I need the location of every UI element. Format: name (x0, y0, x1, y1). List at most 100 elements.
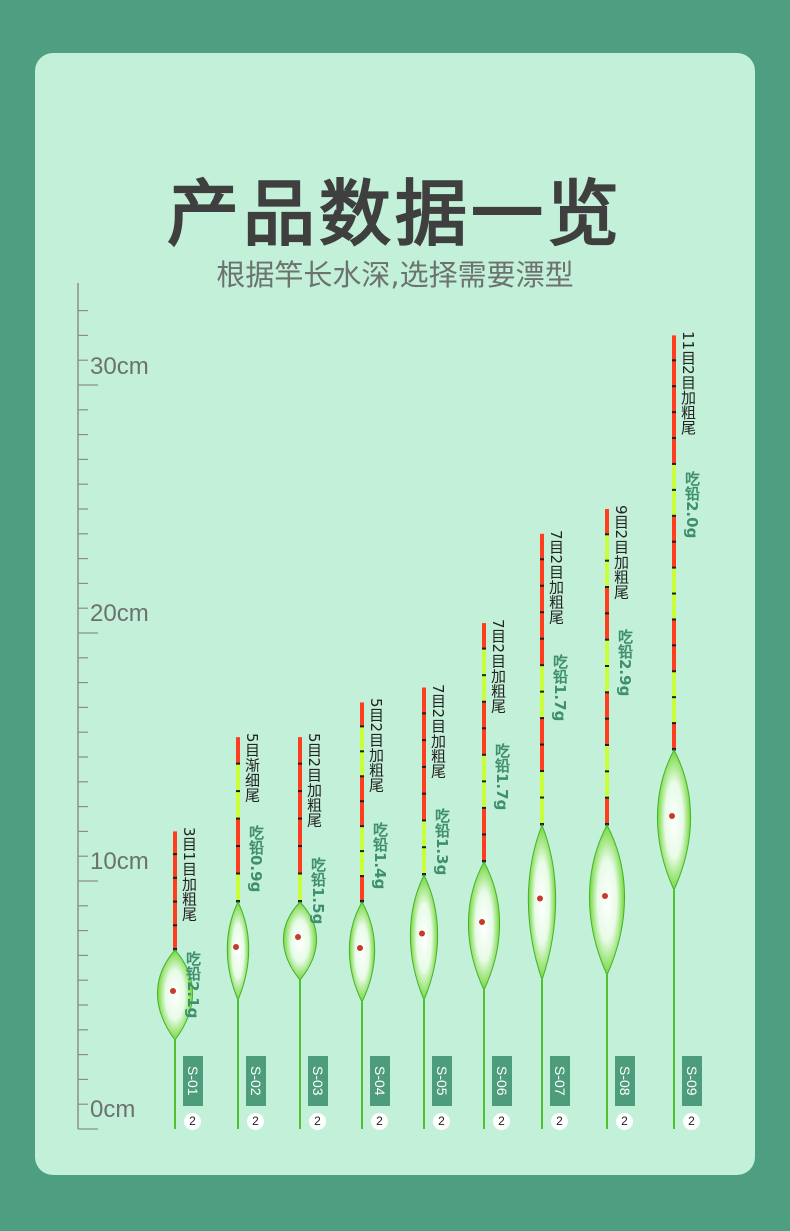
float-tip-segment (605, 667, 609, 692)
float-tip-segment (672, 724, 676, 749)
float-tip-segment (360, 777, 364, 801)
float-tip-segment (540, 560, 544, 586)
float-spec-label: 7目2目加粗尾 (547, 529, 565, 624)
float-tip-segment (540, 772, 544, 798)
float-tip-mark (605, 612, 609, 615)
float-tip-segment (672, 335, 676, 360)
float-tip-mark (540, 743, 544, 747)
float-tip-segment (298, 819, 302, 846)
float-tip-segment (540, 639, 544, 665)
float-tip-segment (482, 729, 486, 755)
float-spec-label: 7目2目加粗尾 (489, 619, 507, 714)
float-tip-segment (672, 568, 676, 594)
float-spec-label: 9目2目加粗尾 (612, 505, 630, 600)
float-tip-segment (672, 620, 676, 645)
float-tip-mark (298, 845, 302, 848)
float-tip-mark (482, 647, 486, 651)
float-tip-mark (482, 674, 486, 677)
float-tip-segment (360, 752, 364, 776)
ruler (77, 283, 98, 1130)
float-tip-segment (540, 666, 544, 692)
float-logo-icon (170, 988, 176, 994)
float-model-tag: S-07 (550, 1056, 570, 1106)
float-tip-mark (540, 717, 544, 720)
float-tip-mark (605, 717, 609, 721)
float-tip-segment (605, 746, 609, 771)
float-spec-label: 7目2目加粗尾 (429, 683, 447, 778)
float-tip-segment (482, 755, 486, 781)
float-spec-label: 5目2目加粗尾 (367, 698, 385, 793)
float-tip-mark (540, 664, 544, 667)
float-tip-mark (360, 800, 364, 803)
float-tip-segment (422, 848, 426, 874)
float-tip-segment (672, 646, 676, 671)
float-tip-mark (422, 765, 426, 769)
float-tip-mark (605, 770, 609, 773)
float-tip-mark (482, 833, 486, 836)
float-tip-mark (672, 566, 676, 570)
float-tip-segment (236, 874, 240, 901)
float-tip-mark (540, 558, 544, 561)
float-tip-segment (236, 737, 240, 764)
float-weight-label: 吃铅2.1g (184, 951, 202, 1019)
float-tip-mark (360, 725, 364, 728)
float-tip-mark (605, 744, 609, 747)
float-tip-mark (672, 514, 676, 518)
content-card (35, 53, 755, 1175)
float-tip-mark (672, 411, 676, 414)
float-tip-segment (173, 831, 177, 854)
float-body (409, 873, 439, 1002)
float-tip-segment (482, 835, 486, 861)
float-tip-segment (540, 745, 544, 771)
float-tip-mark (672, 437, 676, 440)
float-tip-mark (298, 762, 302, 766)
float-tip-segment (422, 767, 426, 794)
float-body (657, 748, 691, 892)
float-tip-mark (672, 670, 676, 673)
float-tip-mark (672, 385, 676, 388)
ruler-label-30: 30cm (90, 353, 149, 380)
float-number-badge: 2 (551, 1113, 568, 1130)
float-tip-mark (236, 845, 240, 848)
float-weight-label: 吃铅2.9g (616, 629, 634, 697)
float-logo-icon (602, 893, 608, 899)
float-tip-mark (540, 637, 544, 641)
float-tip-mark (236, 762, 240, 766)
float-tip-segment (540, 613, 544, 639)
float-tip-mark (482, 780, 486, 783)
float-tip-mark (540, 770, 544, 773)
float-tip-segment (540, 533, 544, 559)
float-tip-mark (482, 753, 486, 757)
float-tip-mark (482, 806, 486, 810)
float-tip-mark (298, 900, 302, 903)
ruler-label-10: 10cm (90, 848, 149, 875)
float-tip-mark (236, 872, 240, 876)
float-tip-mark (605, 533, 609, 536)
float-tip-segment (605, 798, 609, 824)
float-tip-mark (360, 775, 364, 778)
float-logo-icon (233, 944, 239, 950)
float-spec-label: 5目2目加粗尾 (305, 733, 323, 828)
float-weight-label: 吃铅1.3g (433, 807, 451, 875)
float-logo-icon (669, 813, 675, 819)
float-tip-segment (422, 821, 426, 847)
float-tip-segment (672, 698, 676, 723)
float-tip-mark (540, 611, 544, 614)
float-weight-label: 吃铅1.7g (493, 743, 511, 811)
float-weight-label: 吃铅0.9g (247, 825, 265, 893)
float-tip-segment (236, 819, 240, 846)
float-model-tag: S-06 (492, 1056, 512, 1106)
float-tip-mark (672, 462, 676, 466)
float-tip-mark (360, 850, 364, 853)
float-tip-mark (672, 696, 676, 699)
float-tip-segment (605, 535, 609, 561)
float-weight-label: 吃铅1.7g (551, 653, 569, 722)
ruler-label-0: 0cm (90, 1096, 136, 1123)
float-logo-icon (295, 934, 301, 940)
float-weight-label: 吃铅2.0g (683, 471, 701, 539)
float-number-badge: 2 (616, 1113, 633, 1130)
float-tip-mark (422, 712, 426, 715)
float-body (467, 860, 501, 992)
float-body (589, 823, 625, 977)
float-tip-segment (540, 798, 544, 824)
